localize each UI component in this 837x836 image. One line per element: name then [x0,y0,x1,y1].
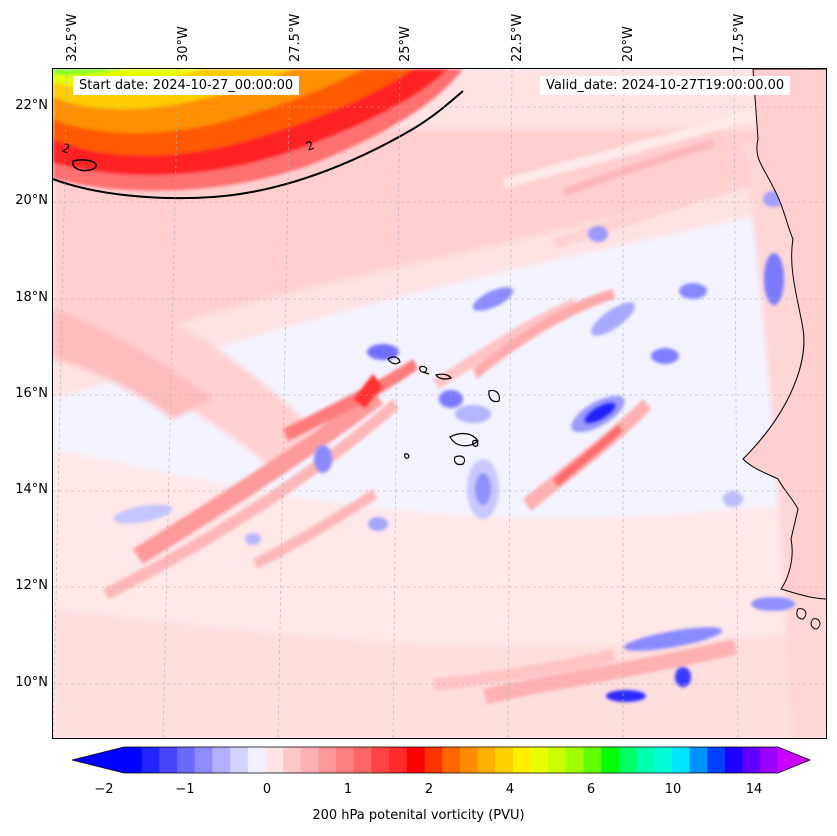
colorbar-tick: −2 [94,782,114,797]
lon-label: 25°W [398,26,413,62]
colorbar-tick: 4 [505,782,515,797]
colorbar-swatch [265,747,284,773]
colorbar-swatch [618,747,638,773]
colorbar-over-arrow [778,747,810,773]
lat-label: 22°N [15,98,48,113]
lat-label: 12°N [15,578,48,593]
colorbar-tick: 0 [262,782,272,797]
lon-label: 30°W [176,26,191,62]
colorbar-swatch [371,747,390,773]
pv-2-contour-line [53,90,464,200]
colorbar-swatch [654,747,673,773]
colorbar-swatch [389,747,408,773]
lat-label: 10°N [15,675,48,690]
colorbar-tick: 14 [745,782,763,797]
lon-label: 22.5°W [510,13,525,62]
colorbar-swatch [583,747,602,773]
bissagos-islands [796,608,821,630]
valid-date-label: Valid_date: 2024-10-27T19:00:00.00 [540,76,791,95]
colorbar-swatch [671,747,691,773]
colorbar-outline [72,746,812,774]
lat-label: 14°N [15,482,48,497]
lon-label: 20°W [621,26,636,62]
cape-verde-islands [387,356,500,466]
pv-negative-patches [113,191,795,702]
colorbar-swatch [353,747,372,773]
colorbar-under-arrow [72,747,124,773]
colorbar-swatch [318,747,337,773]
contour-label: 2 [60,141,72,157]
lat-label: 20°N [15,193,48,208]
colorbar-swatch [495,747,514,773]
colorbar-swatch [424,747,443,773]
colorbar-tick: −1 [175,782,195,797]
lat-label: 18°N [15,290,48,305]
colorbar-swatch [159,747,178,773]
colorbar-swatch [689,747,708,773]
lat-label: 16°N [15,386,48,401]
pv-field: 2 2 [53,69,826,738]
colorbar-swatch [230,747,249,773]
colorbar-swatch [760,747,779,773]
colorbar-swatch [124,747,143,773]
pv-filaments [103,109,755,704]
colorbar-swatch [247,747,266,773]
colorbar-tick: 6 [586,782,596,797]
colorbar-swatch [406,747,425,773]
lon-label: 17.5°W [732,13,747,62]
colorbar-swatch [601,747,620,773]
colorbar-swatch [477,747,496,773]
colorbar-label: 200 hPa potenital vorticity (PVU) [312,808,525,823]
colorbar-swatch [141,747,160,773]
colorbar-tick: 1 [343,782,353,797]
map-panel: 2 2 [52,68,827,739]
colorbar-swatch [459,747,479,773]
colorbar [72,746,812,774]
colorbar-swatch [336,747,355,773]
colorbar-swatch [212,747,231,773]
colorbar-swatch [442,747,461,773]
colorbar-swatch [530,747,549,773]
colorbar-tick: 10 [664,782,682,797]
colorbar-swatch [512,747,532,773]
graticule [53,69,826,738]
colorbar-swatch [742,747,761,773]
colorbar-swatch [707,747,726,773]
colorbar-swatch [724,747,744,773]
pv-2-contour-small [72,159,97,172]
lon-label: 32.5°W [65,13,80,62]
colorbar-swatch [177,747,196,773]
africa-coastline [742,69,826,600]
start-date-label: Start date: 2024-10-27_00:00:00 [73,76,300,95]
colorbar-swatch [300,747,319,773]
colorbar-swatch [565,747,585,773]
lon-label: 27.5°W [288,13,303,62]
colorbar-tick: 2 [424,782,434,797]
colorbar-swatch [548,747,567,773]
colorbar-swatch [636,747,655,773]
colorbar-swatch [194,747,213,773]
colorbar-swatch [283,747,302,773]
